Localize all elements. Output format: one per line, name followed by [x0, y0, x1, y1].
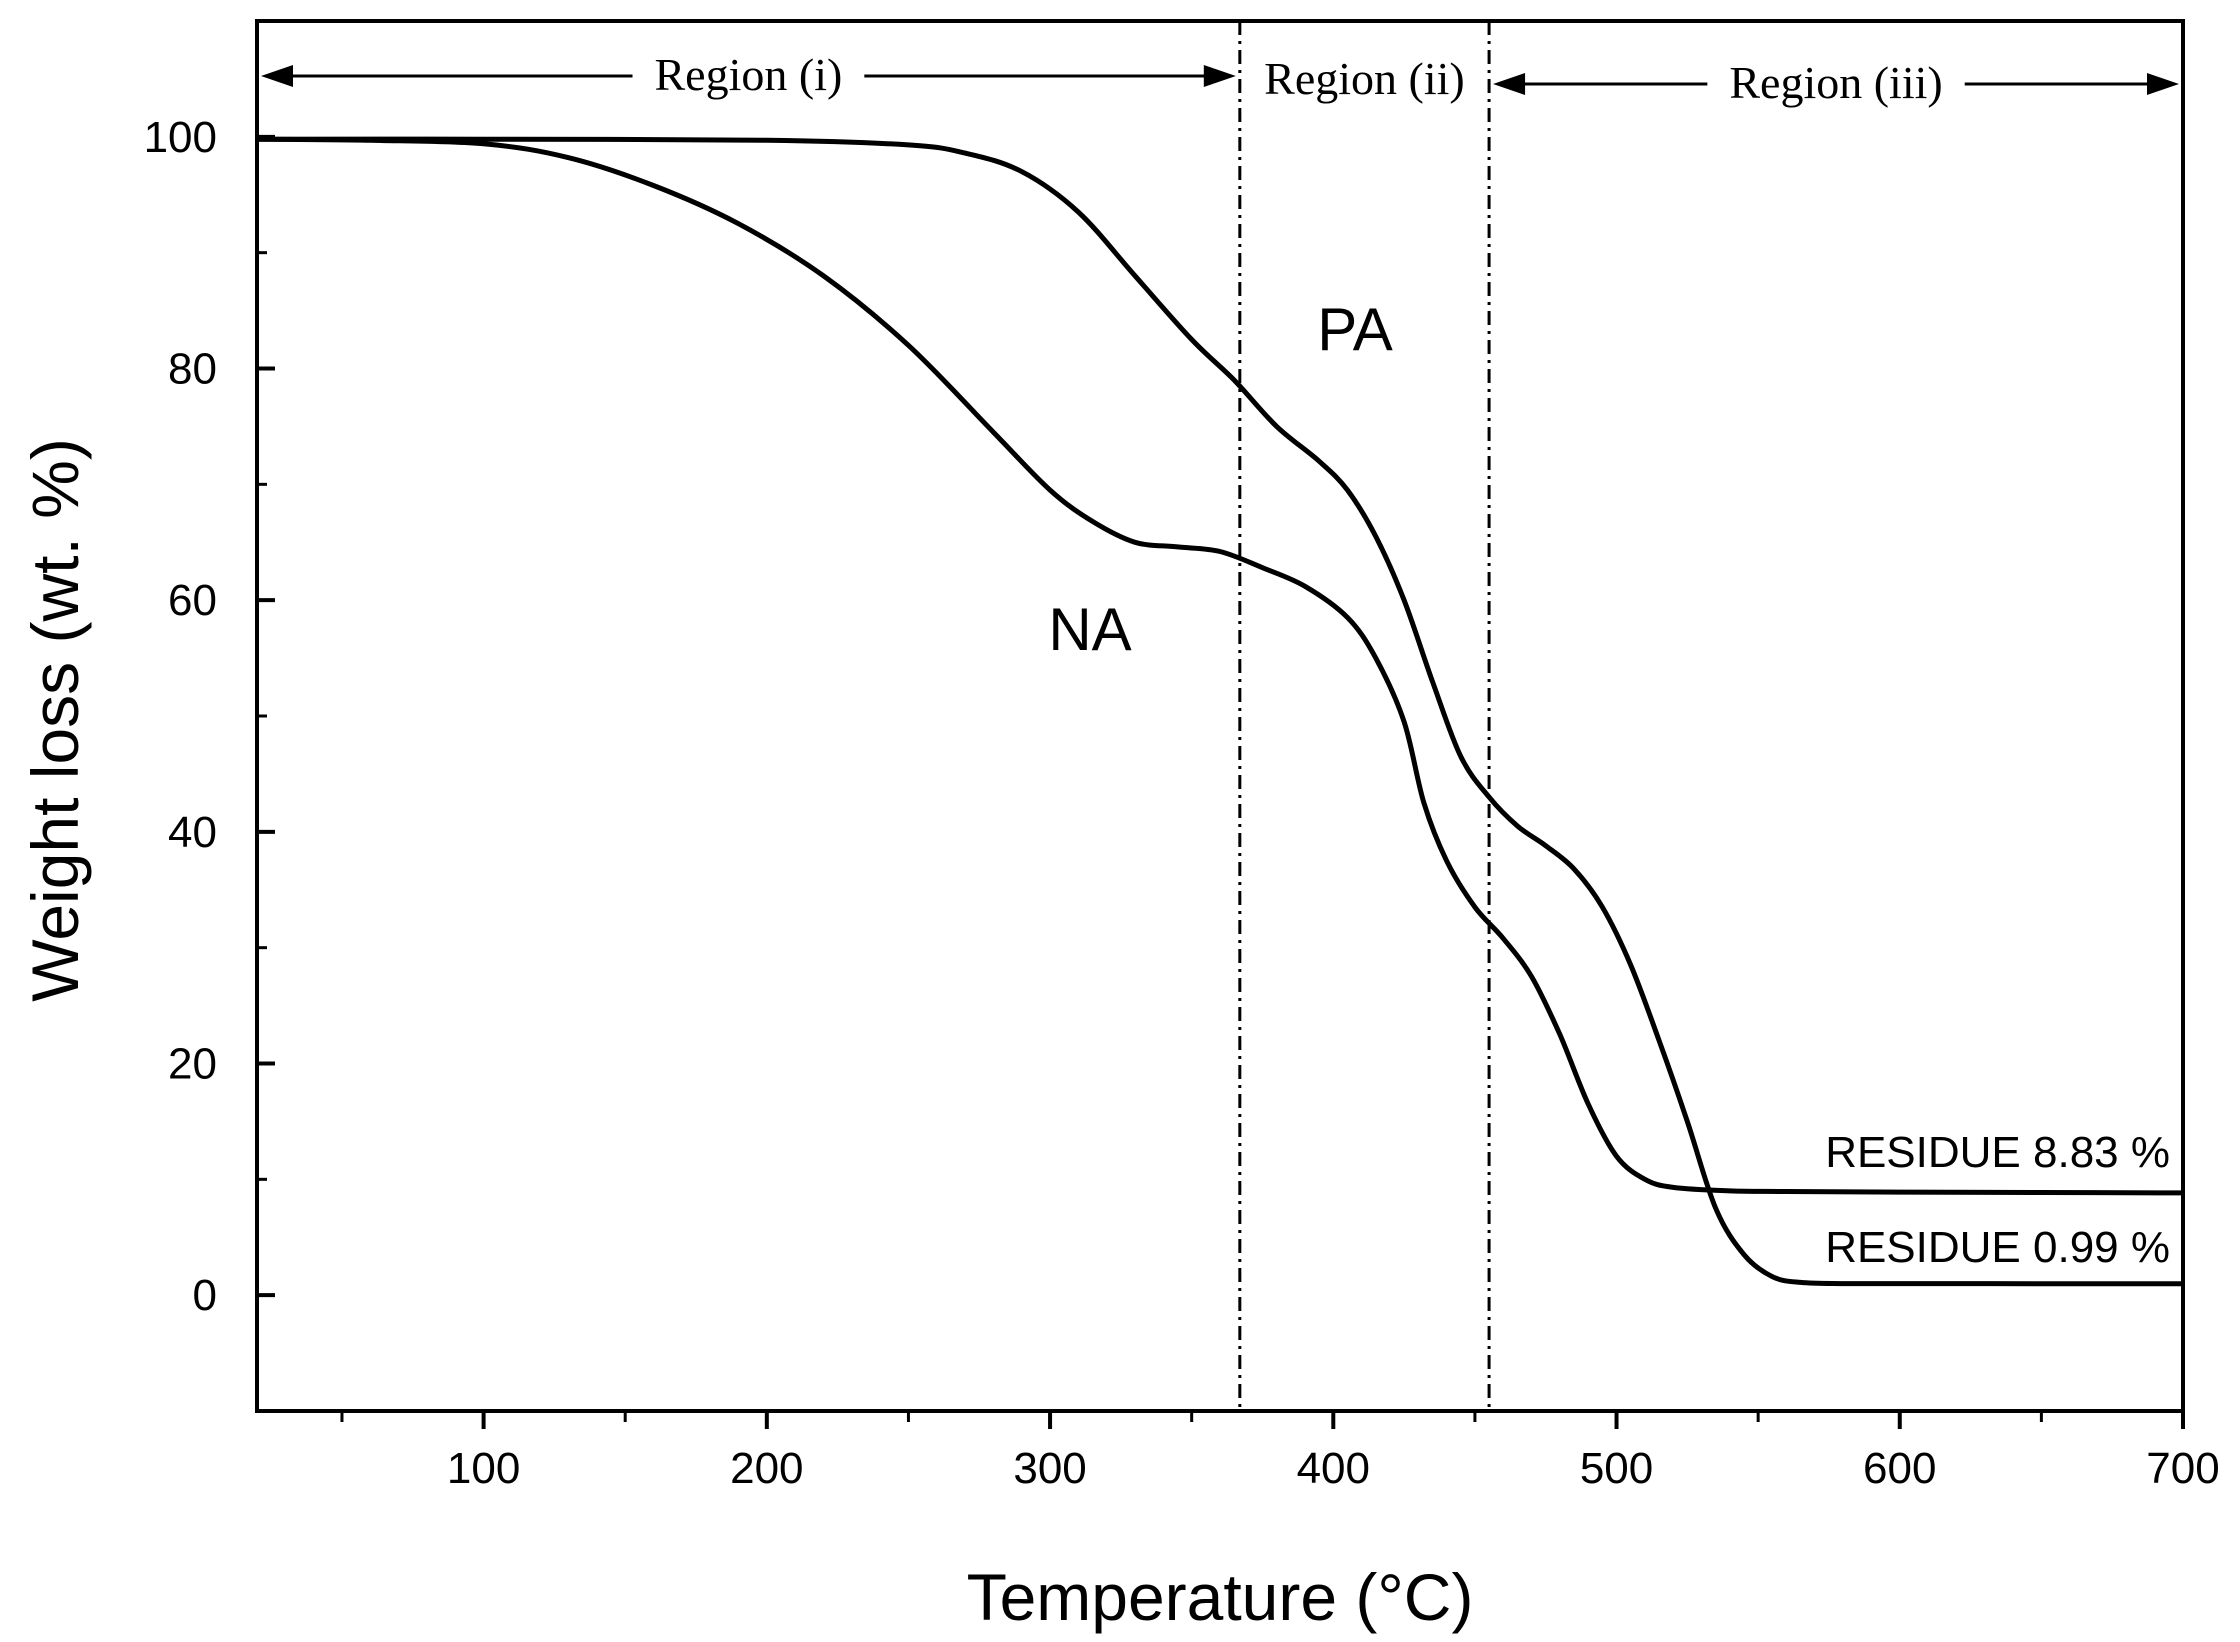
series-label-na: NA: [1048, 596, 1131, 663]
residue-label-na: RESIDUE 8.83 %: [1825, 1128, 2170, 1177]
arrow-head: [261, 65, 293, 87]
x-axis-title: Temperature (°C): [967, 1560, 1474, 1634]
y-tick-label: 100: [144, 113, 217, 162]
residue-label-pa: RESIDUE 0.99 %: [1825, 1223, 2170, 1272]
y-axis-ticks: 0 20 40 60 80 100: [144, 19, 275, 1320]
region-label: Region (ii): [1264, 53, 1465, 104]
x-tick-label: 700: [2146, 1444, 2219, 1493]
arrow-head: [1203, 65, 1236, 87]
arrow-head: [1493, 73, 1526, 95]
series-lines: [256, 136, 2184, 1287]
region-arrows: Region (i) Region (ii) Region (iii): [261, 49, 2179, 108]
y-tick-label: 80: [168, 345, 217, 394]
y-tick-label: 0: [193, 1271, 217, 1320]
series-line-pa: [256, 136, 2183, 1287]
x-tick-label: 500: [1580, 1444, 1653, 1493]
y-tick-label: 60: [168, 576, 217, 625]
y-tick-label: 40: [168, 808, 217, 857]
x-tick-label: 100: [447, 1444, 520, 1493]
series-label-pa: PA: [1317, 296, 1393, 363]
x-tick-label: 300: [1013, 1444, 1086, 1493]
region-label: Region (i): [655, 49, 843, 100]
region-dividers: [1238, 21, 1491, 1411]
plot-frame: [255, 19, 2185, 1413]
y-tick-label: 20: [168, 1040, 217, 1089]
y-axis-title: Weight loss (wt. %): [18, 438, 92, 1002]
x-tick-label: 400: [1297, 1444, 1370, 1493]
x-tick-label: 200: [730, 1444, 803, 1493]
series-line-na: [256, 136, 2184, 1196]
region-label: Region (iii): [1729, 57, 1942, 108]
x-tick-label: 600: [1863, 1444, 1936, 1493]
arrow-head: [2147, 73, 2179, 95]
x-axis-ticks: 100 200 300 400 500 600 700: [340, 1411, 2220, 1493]
